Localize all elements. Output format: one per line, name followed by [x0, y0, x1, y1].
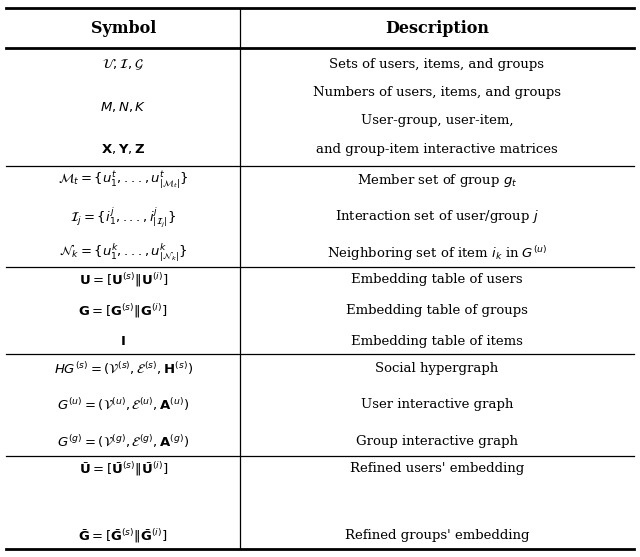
Text: Neighboring set of item $i_k$ in $G^{(u)}$: Neighboring set of item $i_k$ in $G^{(u)… — [326, 244, 547, 263]
Text: Refined groups' embedding: Refined groups' embedding — [344, 529, 529, 542]
Text: $M, N, K$: $M, N, K$ — [100, 100, 147, 114]
Text: Sets of users, items, and groups: Sets of users, items, and groups — [330, 58, 544, 71]
Text: $\mathcal{N}_k = \{u_1^k,...,u_{|\mathcal{N}_k|}^k\}$: $\mathcal{N}_k = \{u_1^k,...,u_{|\mathca… — [59, 242, 188, 265]
Text: $\mathcal{U}, \mathcal{I}, \mathcal{G}$: $\mathcal{U}, \mathcal{I}, \mathcal{G}$ — [102, 57, 144, 72]
Text: $\bar{\mathbf{U}} = [\bar{\mathbf{U}}^{(s)}\|\bar{\mathbf{U}}^{(i)}]$: $\bar{\mathbf{U}} = [\bar{\mathbf{U}}^{(… — [79, 460, 168, 478]
Text: $\bar{\mathbf{G}} = [\bar{\mathbf{G}}^{(s)}\|\bar{\mathbf{G}}^{(i)}]$: $\bar{\mathbf{G}} = [\bar{\mathbf{G}}^{(… — [78, 527, 168, 545]
Text: User interactive graph: User interactive graph — [360, 398, 513, 412]
Text: $G^{(g)} = (\mathcal{V}^{(g)}, \mathcal{E}^{(g)}, \mathbf{A}^{(g)})$: $G^{(g)} = (\mathcal{V}^{(g)}, \mathcal{… — [57, 433, 189, 450]
Text: $\mathbf{X}, \mathbf{Y}, \mathbf{Z}$: $\mathbf{X}, \mathbf{Y}, \mathbf{Z}$ — [101, 142, 145, 157]
Text: $G^{(u)} = (\mathcal{V}^{(u)}, \mathcal{E}^{(u)}, \mathbf{A}^{(u)})$: $G^{(u)} = (\mathcal{V}^{(u)}, \mathcal{… — [57, 397, 189, 413]
Text: Description: Description — [385, 19, 489, 37]
Text: Embedding table of items: Embedding table of items — [351, 335, 523, 349]
Text: Numbers of users, items, and groups: Numbers of users, items, and groups — [313, 86, 561, 99]
Text: $\mathcal{M}_t = \{u_1^t,...,u_{|\mathcal{M}_t|}^t\}$: $\mathcal{M}_t = \{u_1^t,...,u_{|\mathca… — [58, 169, 188, 190]
Text: Refined users' embedding: Refined users' embedding — [349, 462, 524, 475]
Text: Embedding table of users: Embedding table of users — [351, 273, 523, 286]
Text: $HG^{(s)} = (\mathcal{V}^{(s)}, \mathcal{E}^{(s)}, \mathbf{H}^{(s)})$: $HG^{(s)} = (\mathcal{V}^{(s)}, \mathcal… — [54, 360, 193, 377]
Text: Interaction set of user/group $j$: Interaction set of user/group $j$ — [335, 208, 539, 225]
Text: Social hypergraph: Social hypergraph — [375, 362, 499, 375]
Text: User-group, user-item,: User-group, user-item, — [360, 114, 513, 128]
Text: Embedding table of groups: Embedding table of groups — [346, 304, 528, 317]
Text: Member set of group $g_t$: Member set of group $g_t$ — [356, 172, 517, 188]
Text: $\mathbf{U} = [\mathbf{U}^{(s)}\|\mathbf{U}^{(i)}]$: $\mathbf{U} = [\mathbf{U}^{(s)}\|\mathbf… — [79, 271, 168, 289]
Text: and group-item interactive matrices: and group-item interactive matrices — [316, 143, 557, 156]
Text: $\mathbf{I}$: $\mathbf{I}$ — [120, 335, 126, 349]
Text: $\mathcal{I}_j = \{i_1^j,...,i_{|\mathcal{I}_j|}^j\}$: $\mathcal{I}_j = \{i_1^j,...,i_{|\mathca… — [70, 205, 176, 228]
Text: Group interactive graph: Group interactive graph — [356, 435, 518, 448]
Text: $\mathbf{G} = [\mathbf{G}^{(s)}\|\mathbf{G}^{(i)}]$: $\mathbf{G} = [\mathbf{G}^{(s)}\|\mathbf… — [78, 302, 168, 320]
Text: Symbol: Symbol — [91, 19, 156, 37]
